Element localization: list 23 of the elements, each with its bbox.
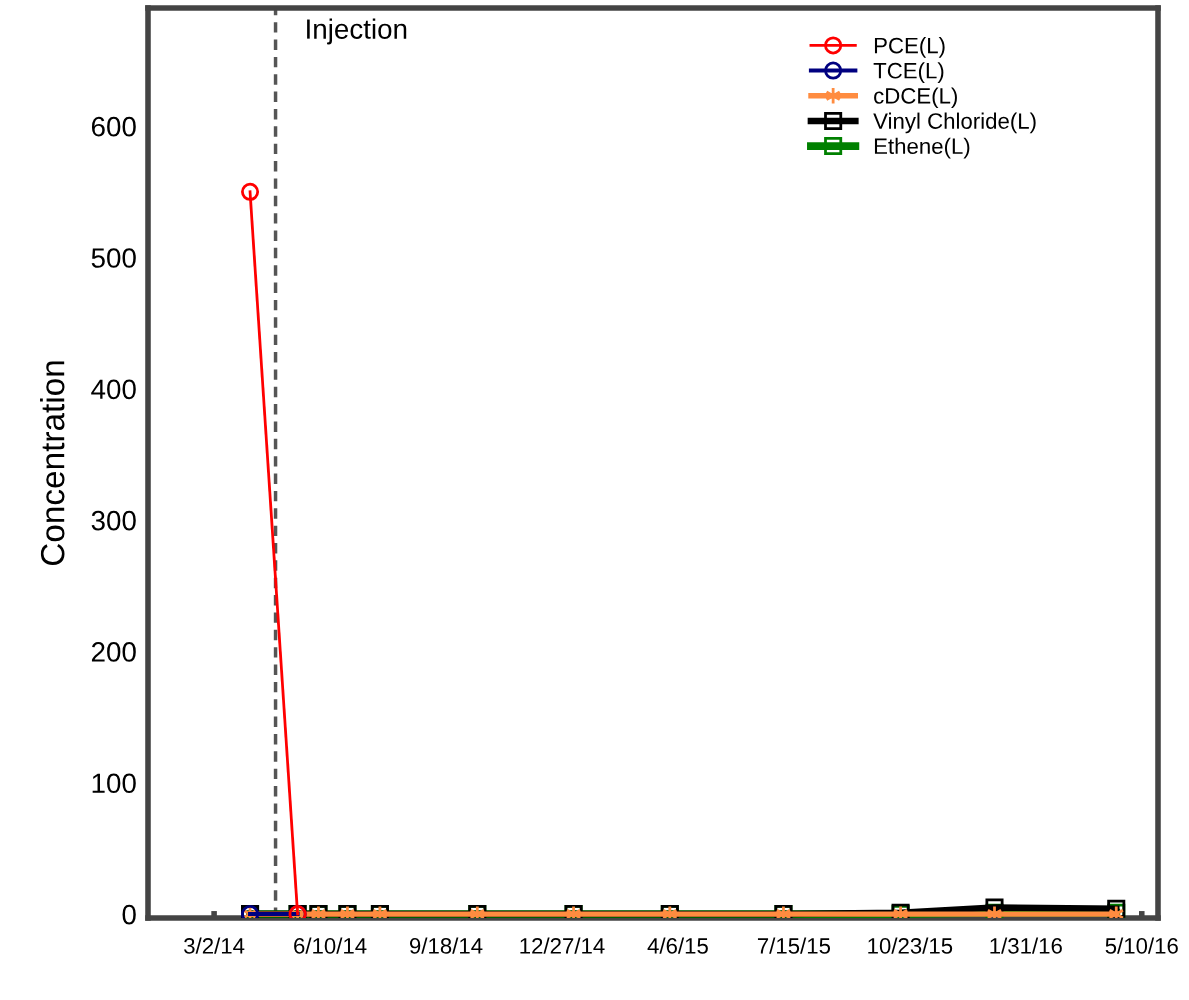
y-tick-label: 600 [91,116,136,137]
x-tick-label: 12/27/14 [520,937,605,954]
ref-line-label: Injection [307,18,407,45]
legend-label: PCE(L) [874,37,945,58]
x-tick-label: 4/6/15 [647,937,708,954]
y-tick-label: 300 [91,510,136,531]
y-axis-title: Concentration [40,361,65,566]
x-tick-label: 5/10/16 [1105,937,1178,954]
y-tick-label: 500 [91,248,136,268]
legend-label: TCE(L) [873,62,944,83]
legend-label: Vinyl Chloride(L) [873,112,1036,134]
x-tick-label: 7/15/15 [757,937,831,954]
x-tick-label: 10/23/15 [868,937,953,954]
x-tick-label: 3/2/14 [184,937,245,954]
x-tick-label: 9/18/14 [409,937,483,954]
y-tick-label: 400 [91,379,136,400]
y-tick-label: 0 [122,904,136,925]
legend-label: cDCE(L) [874,87,957,109]
y-tick-label: 200 [91,642,136,662]
legend-label: Ethene(L) [874,137,970,159]
x-tick-label: 1/31/16 [990,937,1062,954]
x-tick-label: 6/10/14 [294,937,367,954]
y-tick-label: 100 [92,773,136,794]
